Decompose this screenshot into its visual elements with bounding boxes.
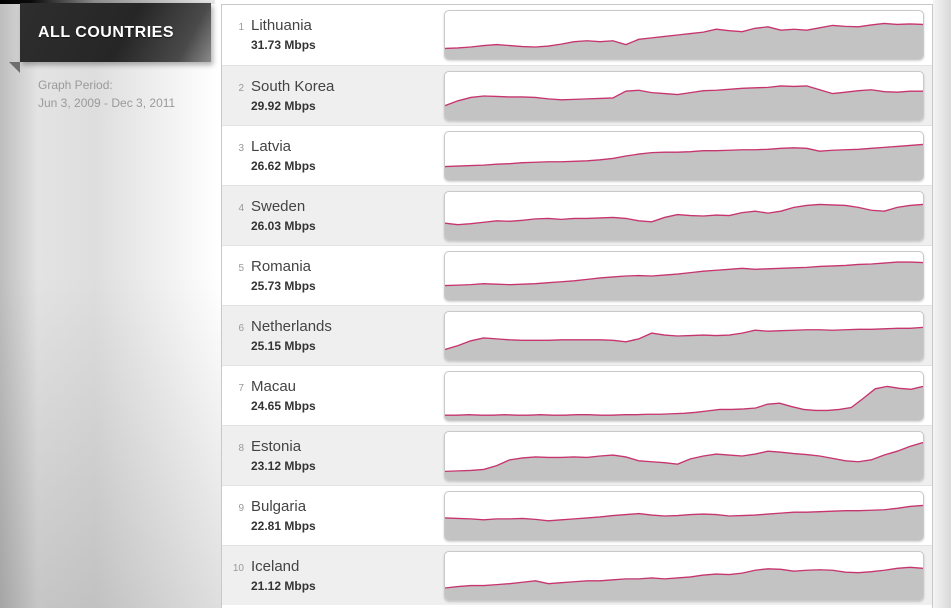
rank-number: 5 bbox=[238, 262, 244, 274]
row-info: 6 Netherlands 25.15 Mbps bbox=[230, 317, 438, 355]
speed-value: 26.03 Mbps bbox=[251, 218, 316, 233]
country-row-iceland[interactable]: 10 Iceland 21.12 Mbps bbox=[222, 545, 932, 605]
row-info: 7 Macau 24.65 Mbps bbox=[230, 377, 438, 415]
country-ranking-list: 1 Lithuania 31.73 Mbps 2 South Korea 29.… bbox=[221, 4, 933, 608]
speed-value: 23.12 Mbps bbox=[251, 458, 316, 473]
country-row-sweden[interactable]: 4 Sweden 26.03 Mbps bbox=[222, 185, 932, 245]
country-name: Sweden bbox=[251, 197, 306, 215]
country-name: South Korea bbox=[251, 77, 335, 95]
right-gutter bbox=[933, 0, 951, 608]
rank-number: 3 bbox=[238, 142, 244, 154]
sparkline-chart bbox=[444, 250, 924, 301]
country-row-bulgaria[interactable]: 9 Bulgaria 22.81 Mbps bbox=[222, 485, 932, 545]
rank-number: 10 bbox=[232, 562, 244, 574]
country-row-latvia[interactable]: 3 Latvia 26.62 Mbps bbox=[222, 125, 932, 185]
row-info: 10 Iceland 21.12 Mbps bbox=[230, 557, 438, 595]
sidebar-background bbox=[0, 0, 221, 608]
speed-value: 29.92 Mbps bbox=[251, 98, 316, 113]
sparkline-chart bbox=[444, 430, 924, 481]
country-row-netherlands[interactable]: 6 Netherlands 25.15 Mbps bbox=[222, 305, 932, 365]
country-row-lithuania[interactable]: 1 Lithuania 31.73 Mbps bbox=[222, 5, 932, 65]
row-info: 2 South Korea 29.92 Mbps bbox=[230, 77, 438, 115]
rank-number: 1 bbox=[238, 22, 244, 33]
country-row-estonia[interactable]: 8 Estonia 23.12 Mbps bbox=[222, 425, 932, 485]
row-info: 3 Latvia 26.62 Mbps bbox=[230, 137, 438, 175]
country-name: Macau bbox=[251, 377, 297, 395]
page-title: ALL COUNTRIES bbox=[38, 23, 174, 41]
country-row-macau[interactable]: 7 Macau 24.65 Mbps bbox=[222, 365, 932, 425]
speed-value: 31.73 Mbps bbox=[251, 38, 316, 52]
row-info: 4 Sweden 26.03 Mbps bbox=[230, 197, 438, 235]
country-name: Estonia bbox=[251, 437, 302, 455]
country-name: Romania bbox=[251, 257, 312, 275]
speed-value: 26.62 Mbps bbox=[251, 158, 316, 173]
all-countries-badge: ALL COUNTRIES bbox=[20, 3, 211, 62]
sparkline-chart bbox=[444, 490, 924, 541]
speed-value: 25.15 Mbps bbox=[251, 338, 316, 353]
row-info: 9 Bulgaria 22.81 Mbps bbox=[230, 497, 438, 535]
speed-value: 21.12 Mbps bbox=[251, 578, 316, 593]
country-name: Latvia bbox=[251, 137, 292, 155]
row-info: 1 Lithuania 31.73 Mbps bbox=[230, 16, 438, 54]
rank-number: 6 bbox=[238, 322, 244, 334]
sparkline-chart bbox=[444, 550, 924, 601]
row-info: 8 Estonia 23.12 Mbps bbox=[230, 437, 438, 475]
sparkline-chart bbox=[444, 70, 924, 121]
speed-value: 22.81 Mbps bbox=[251, 518, 316, 533]
country-row-romania[interactable]: 5 Romania 25.73 Mbps bbox=[222, 245, 932, 305]
graph-period-value: Jun 3, 2009 - Dec 3, 2011 bbox=[38, 96, 176, 110]
row-info: 5 Romania 25.73 Mbps bbox=[230, 257, 438, 295]
speed-value: 25.73 Mbps bbox=[251, 278, 316, 293]
country-name: Iceland bbox=[251, 557, 300, 575]
badge-fold bbox=[9, 62, 20, 73]
sparkline-chart bbox=[444, 10, 924, 60]
rank-number: 9 bbox=[238, 502, 244, 514]
rank-number: 4 bbox=[238, 202, 244, 214]
country-name: Netherlands bbox=[251, 317, 332, 335]
country-name: Bulgaria bbox=[251, 497, 307, 515]
sparkline-chart bbox=[444, 190, 924, 241]
sparkline-chart bbox=[444, 310, 924, 361]
rank-number: 8 bbox=[238, 442, 244, 454]
country-name: Lithuania bbox=[251, 17, 312, 34]
rank-number: 2 bbox=[238, 82, 244, 94]
country-row-south-korea[interactable]: 2 South Korea 29.92 Mbps bbox=[222, 65, 932, 125]
sparkline-chart bbox=[444, 130, 924, 181]
rank-number: 7 bbox=[238, 382, 244, 394]
graph-period: Graph Period: Jun 3, 2009 - Dec 3, 2011 bbox=[38, 76, 218, 112]
top-edge-strip bbox=[0, 0, 215, 4]
graph-period-label: Graph Period: bbox=[38, 78, 113, 92]
sparkline-chart bbox=[444, 370, 924, 421]
speed-value: 24.65 Mbps bbox=[251, 398, 316, 413]
